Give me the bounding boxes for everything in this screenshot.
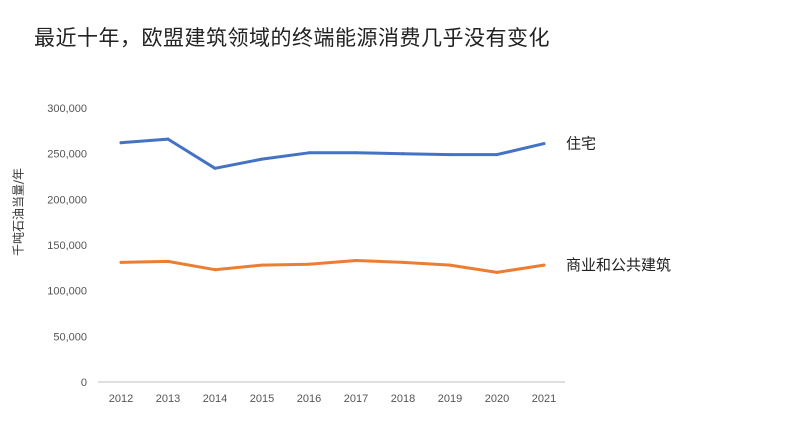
y-tick-label: 150,000 — [47, 240, 87, 252]
y-tick-label: 250,000 — [47, 149, 87, 161]
y-tick-label: 0 — [81, 377, 87, 389]
x-tick-label: 2018 — [391, 393, 415, 405]
data-point — [495, 270, 499, 274]
data-point — [448, 153, 452, 157]
x-tick-label: 2020 — [485, 393, 509, 405]
data-point — [166, 137, 170, 141]
x-tick-label: 2014 — [203, 393, 227, 405]
x-tick-label: 2017 — [344, 393, 368, 405]
data-point — [495, 153, 499, 157]
data-point — [307, 151, 311, 155]
data-point — [119, 141, 123, 145]
data-point — [401, 260, 405, 264]
series-label: 商业和公共建筑 — [566, 256, 671, 274]
data-point — [542, 142, 546, 146]
data-point — [401, 152, 405, 156]
data-point — [119, 260, 123, 264]
x-tick-label: 2013 — [156, 393, 180, 405]
data-point — [213, 268, 217, 272]
series-line-1 — [119, 259, 546, 274]
x-tick-label: 2012 — [109, 393, 133, 405]
y-tick-label: 100,000 — [47, 286, 87, 298]
series-line-0 — [119, 137, 546, 170]
x-tick-label: 2021 — [532, 393, 556, 405]
data-point — [166, 259, 170, 263]
series-label: 住宅 — [566, 135, 596, 153]
data-point — [307, 262, 311, 266]
y-tick-label: 200,000 — [47, 194, 87, 206]
data-point — [542, 263, 546, 267]
y-tick-label: 300,000 — [47, 103, 87, 115]
data-point — [213, 166, 217, 170]
data-point — [354, 151, 358, 155]
x-tick-label: 2019 — [438, 393, 462, 405]
x-tick-label: 2016 — [297, 393, 321, 405]
data-point — [260, 157, 264, 161]
data-point — [260, 263, 264, 267]
x-tick-label: 2015 — [250, 393, 274, 405]
y-tick-label: 50,000 — [53, 331, 87, 343]
data-point — [354, 259, 358, 263]
data-point — [448, 263, 452, 267]
chart-title: 最近十年，欧盟建筑领域的终端能源消费几乎没有变化 — [34, 26, 550, 50]
